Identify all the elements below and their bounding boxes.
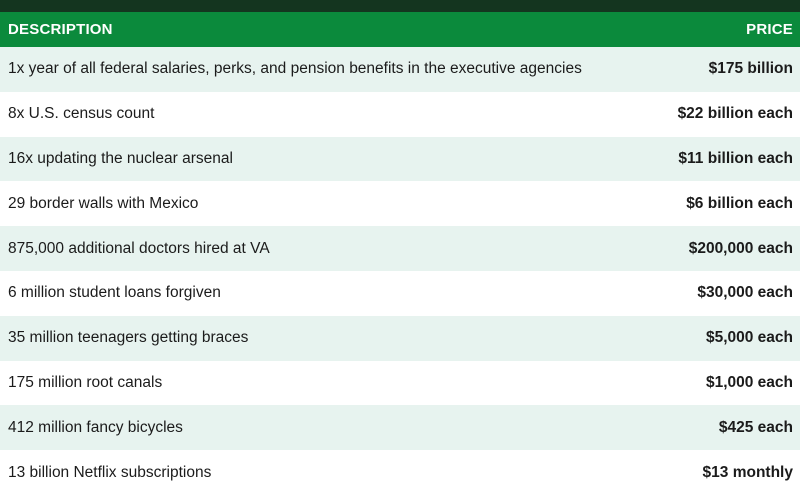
table-row: 175 million root canals $1,000 each [0, 360, 800, 406]
row-description: 6 million student loans forgiven [8, 284, 221, 302]
table-row: 875,000 additional doctors hired at VA $… [0, 226, 800, 271]
row-description: 35 million teenagers getting braces [8, 329, 249, 347]
row-description: 412 million fancy bicycles [8, 418, 183, 436]
row-description: 875,000 additional doctors hired at VA [8, 239, 270, 257]
row-price: $175 billion [708, 60, 793, 78]
table-row: 6 million student loans forgiven $30,000… [0, 270, 800, 316]
row-description: 175 million root canals [8, 373, 163, 391]
description-header: DESCRIPTION [8, 21, 113, 38]
row-price: $30,000 each [697, 284, 793, 302]
price-header: PRICE [746, 21, 793, 38]
top-band [0, 0, 800, 12]
table-row: 412 million fancy bicycles $425 each [0, 405, 800, 451]
table-row: 1x year of all federal salaries, perks, … [0, 47, 800, 92]
row-description: 13 billion Netflix subscriptions [8, 463, 212, 481]
row-price: $13 monthly [702, 463, 793, 481]
row-price: $1,000 each [705, 373, 793, 391]
table-row: 35 million teenagers getting braces $5,0… [0, 315, 800, 361]
row-price: $5,000 each [705, 329, 793, 347]
row-description: 16x updating the nuclear arsenal [8, 149, 233, 167]
row-price: $425 each [718, 418, 793, 436]
row-price: $22 billion each [677, 105, 793, 123]
table-row: 8x U.S. census count $22 billion each [0, 91, 800, 137]
table-row: 13 billion Netflix subscriptions $13 mon… [0, 450, 800, 495]
row-description: 1x year of all federal salaries, perks, … [8, 60, 582, 78]
row-description: 29 border walls with Mexico [8, 194, 199, 212]
row-price: $11 billion each [678, 149, 793, 167]
table-row: 16x updating the nuclear arsenal $11 bil… [0, 136, 800, 182]
row-price: $6 billion each [686, 194, 793, 212]
table-row: 29 border walls with Mexico $6 billion e… [0, 181, 800, 227]
table-header: DESCRIPTION PRICE [0, 12, 800, 47]
row-price: $200,000 each [688, 239, 793, 257]
table-body: 1x year of all federal salaries, perks, … [0, 47, 800, 495]
row-description: 8x U.S. census count [8, 105, 155, 123]
